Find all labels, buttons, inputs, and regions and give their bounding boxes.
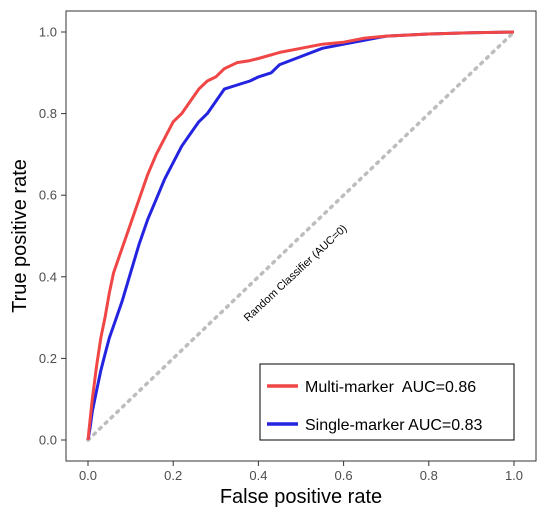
x-tick-label: 0.4 [249, 468, 267, 483]
y-tick-label: 0.8 [39, 106, 57, 121]
single-marker-curve [86, 30, 515, 441]
x-tick-label: 0.8 [420, 468, 438, 483]
y-tick-label: 1.0 [39, 25, 57, 40]
multi-marker-curve [86, 30, 515, 441]
x-tick-label: 0.6 [335, 468, 353, 483]
random-classifier-line [86, 30, 516, 442]
legend: Multi-marker AUC=0.86 Single-marker AUC=… [259, 363, 515, 441]
y-tick-label: 0.0 [39, 433, 57, 448]
y-tick-label: 0.2 [39, 351, 57, 366]
x-tick-label: 0.2 [164, 468, 182, 483]
x-axis-ticks: 0.0 0.2 0.4 0.6 0.8 1.0 [79, 461, 523, 483]
x-axis-title: False positive rate [220, 486, 382, 508]
y-axis-title: True positive rate [9, 159, 31, 313]
y-tick-label: 0.6 [39, 188, 57, 203]
y-axis-ticks: 0.0 0.2 0.4 0.6 0.8 1.0 [39, 25, 66, 448]
curve-layer [86, 30, 516, 442]
y-tick-label: 0.4 [39, 269, 57, 284]
legend-label-multi-marker: Multi-marker AUC=0.86 [305, 379, 476, 396]
legend-label-single-marker: Single-marker AUC=0.83 [305, 417, 483, 434]
x-tick-label: 0.0 [79, 468, 97, 483]
x-tick-label: 1.0 [505, 468, 523, 483]
legend-box [259, 363, 515, 441]
